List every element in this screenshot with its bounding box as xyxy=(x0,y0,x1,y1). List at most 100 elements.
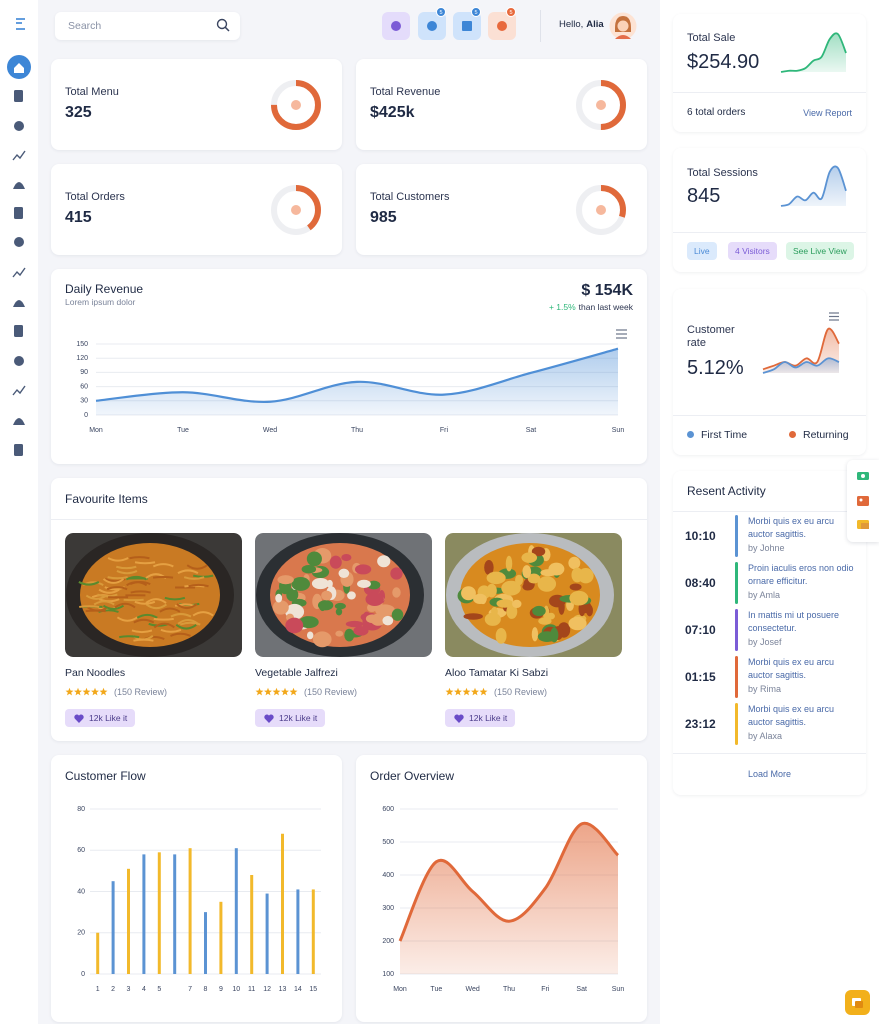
noodle xyxy=(153,622,175,629)
corner-button[interactable] xyxy=(845,990,870,1015)
star xyxy=(74,687,82,696)
divider xyxy=(673,753,866,754)
y-tick-label: 300 xyxy=(382,905,394,912)
badge xyxy=(506,7,516,17)
glyph xyxy=(14,356,24,366)
tool-icons[interactable] xyxy=(847,460,879,542)
activity-text: Proin iaculis eros non odio ornare effic… xyxy=(748,563,854,586)
card-title: Resent Activity xyxy=(687,484,766,498)
line xyxy=(780,165,847,207)
glyph xyxy=(14,90,23,102)
activity-author: by Johne xyxy=(748,543,785,553)
view-report[interactable]: View Report xyxy=(803,108,852,118)
chip[interactable]: 4 Visitors xyxy=(728,242,777,260)
food-piece xyxy=(486,583,497,598)
noodle xyxy=(134,600,156,605)
y-tick-label: 80 xyxy=(77,806,85,813)
star xyxy=(462,687,471,696)
food-piece xyxy=(298,616,319,629)
area xyxy=(400,823,618,974)
y-tick-label: 200 xyxy=(382,938,394,945)
nav-icon[interactable] xyxy=(13,418,25,425)
change-value: + 1.5% xyxy=(548,302,576,312)
noodle xyxy=(170,632,191,637)
y-tick-label: 100 xyxy=(382,971,394,978)
food-piece xyxy=(285,617,304,634)
food-piece xyxy=(334,602,346,610)
load-more[interactable]: Load More xyxy=(747,769,792,779)
divider xyxy=(673,232,866,233)
nav-icon[interactable] xyxy=(12,150,26,161)
donut-icon xyxy=(596,100,606,110)
star xyxy=(255,687,264,696)
nav-icon[interactable] xyxy=(14,207,23,219)
food-piece xyxy=(568,616,587,631)
star xyxy=(65,687,74,696)
legend-item: First Time xyxy=(687,429,747,441)
nav-icon[interactable] xyxy=(14,90,23,102)
noodle xyxy=(179,621,201,626)
menu-icon[interactable] xyxy=(616,329,627,339)
activity-time: 23:12 xyxy=(685,717,716,731)
food-piece xyxy=(338,568,350,578)
chip[interactable]: See Live View xyxy=(786,242,854,260)
noodle xyxy=(102,604,125,610)
search-box[interactable]: Search xyxy=(55,12,240,40)
stat-label: Total Revenue xyxy=(370,86,441,98)
heart-icon xyxy=(454,714,464,723)
x-tick-label: 5 xyxy=(157,986,161,993)
line xyxy=(95,347,619,404)
nav-icon[interactable] xyxy=(14,237,24,247)
x-tick-label: Sun xyxy=(612,427,625,434)
food-piece xyxy=(347,591,356,600)
food-piece xyxy=(569,590,589,606)
header-glyph xyxy=(427,21,437,31)
area xyxy=(763,328,839,373)
y-tick-label: 40 xyxy=(77,888,85,895)
greeting-text: Hello, xyxy=(559,19,584,30)
nav-icon[interactable] xyxy=(12,267,26,278)
like-button[interactable]: 12k Like it xyxy=(445,709,515,727)
bar xyxy=(204,912,207,974)
nav-icon[interactable] xyxy=(14,356,24,366)
like-button[interactable]: 12k Like it xyxy=(65,709,135,727)
food-piece xyxy=(381,608,393,616)
x-tick-label: 3 xyxy=(127,986,131,993)
nav-icon[interactable] xyxy=(12,385,26,396)
activity-time: 07:10 xyxy=(685,623,716,637)
nav-icon[interactable] xyxy=(13,300,25,307)
food-piece xyxy=(353,625,369,636)
food-piece xyxy=(367,580,381,590)
nav-icon[interactable] xyxy=(14,325,23,337)
customer-rate-chart xyxy=(762,312,840,374)
avatar[interactable] xyxy=(609,12,637,40)
noodle xyxy=(106,586,128,591)
legend-label: First Time xyxy=(701,429,748,441)
noodle xyxy=(183,576,205,580)
menu-icon[interactable] xyxy=(829,312,839,321)
bar xyxy=(219,901,223,974)
like-button[interactable]: 12k Like it xyxy=(255,709,325,727)
chip[interactable]: Live xyxy=(687,242,717,260)
noodle xyxy=(130,590,151,594)
food-piece xyxy=(568,556,581,570)
food-piece xyxy=(355,564,372,575)
food-piece xyxy=(329,555,342,569)
heart-icon xyxy=(74,714,84,723)
nav-icon[interactable] xyxy=(14,444,23,456)
stat-label: Total Customers xyxy=(370,191,450,203)
bar xyxy=(96,932,100,974)
nav-icon[interactable] xyxy=(13,182,25,189)
sessions-card: Total Sessions 845 Live 4 Visitors See Liv… xyxy=(673,148,866,272)
food-image xyxy=(445,533,622,657)
order-overview-card: Order Overview 100 200 300 400 500 600 Mon Tue W… xyxy=(356,755,647,1022)
x-tick-label: 7 xyxy=(188,986,192,993)
glyph xyxy=(13,300,25,307)
food-piece xyxy=(365,592,384,606)
food-piece xyxy=(291,577,310,591)
stat-value: 415 xyxy=(65,209,92,226)
card-title: Customer Flow xyxy=(65,769,146,783)
y-tick-label: 90 xyxy=(80,369,88,376)
nav-icon[interactable] xyxy=(14,121,24,131)
daily-revenue-card: Daily Revenue Lorem ipsum dolor $ 154K +… xyxy=(51,269,647,464)
